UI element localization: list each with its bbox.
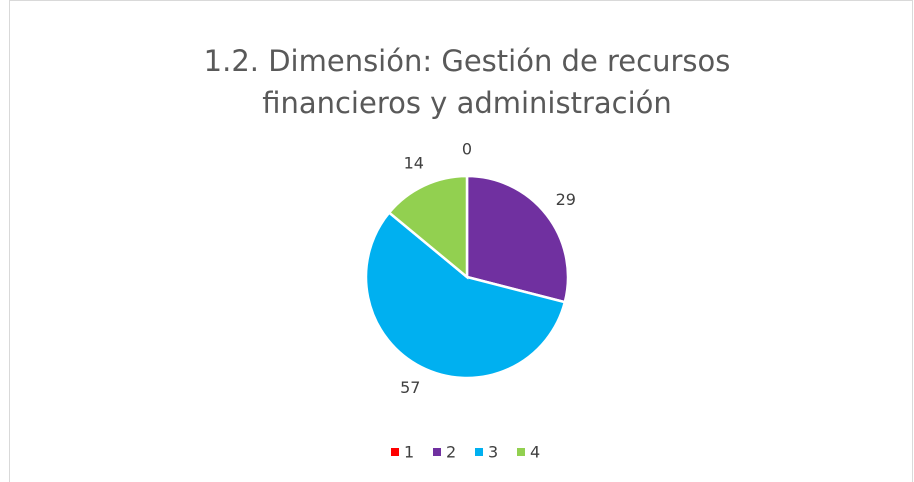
chart-title: 1.2. Dimensión: Gestión de recursos fina… <box>203 44 731 120</box>
data-label: 0 <box>462 140 472 159</box>
pie-slice <box>465 174 570 304</box>
pie-slice <box>387 174 469 280</box>
legend-label: 1 <box>404 443 414 462</box>
legend-swatch <box>475 448 483 456</box>
legend-label: 2 <box>446 443 456 462</box>
data-label: 29 <box>556 190 576 209</box>
data-label: 14 <box>404 153 424 172</box>
legend-swatch <box>391 448 399 456</box>
data-label: 57 <box>400 378 420 397</box>
legend-swatch <box>433 448 441 456</box>
chart-border <box>9 0 913 482</box>
legend-swatch <box>517 448 525 456</box>
legend-label: 4 <box>530 443 540 462</box>
legend-label: 3 <box>488 443 498 462</box>
pie-slice <box>364 210 567 380</box>
